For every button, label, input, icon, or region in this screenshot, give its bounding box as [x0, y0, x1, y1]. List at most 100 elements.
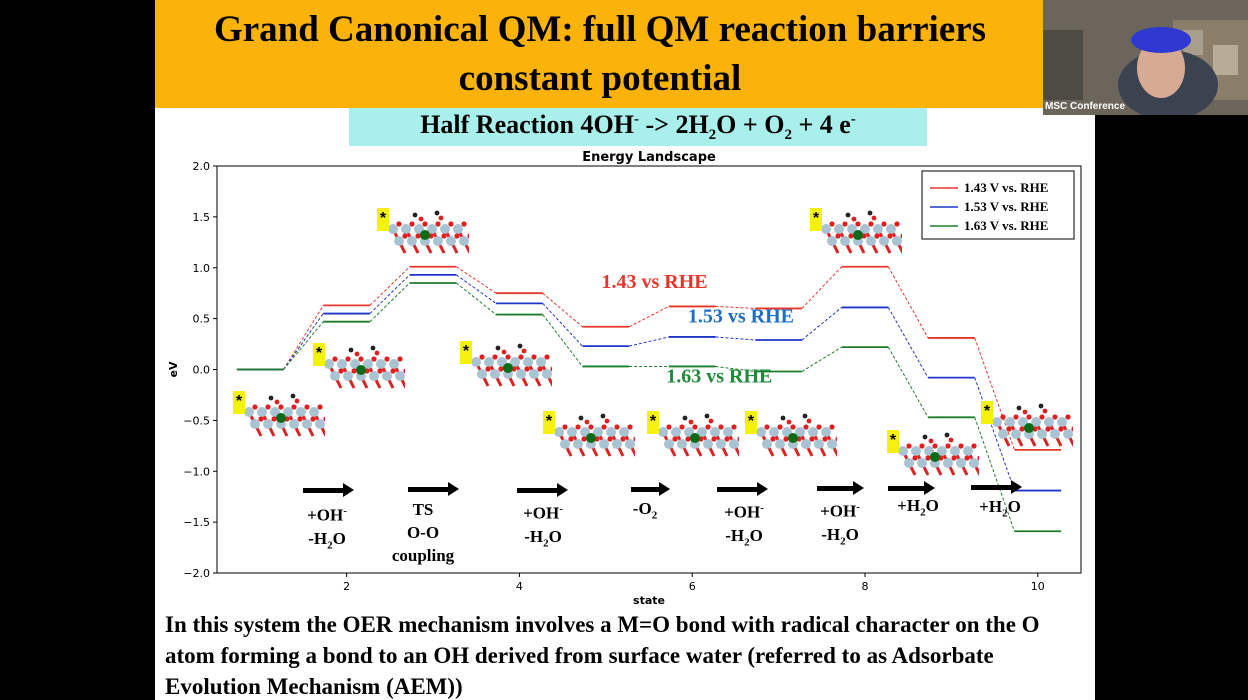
adsorption-site-marker: * — [647, 411, 659, 434]
reaction-step-arrow — [971, 480, 1022, 494]
eq-sub: 2 — [784, 127, 792, 144]
reaction-step-arrow — [631, 482, 670, 496]
energy-connector — [456, 274, 497, 304]
energy-connector — [628, 305, 670, 328]
reaction-step-label: TS O-O coupling — [391, 500, 455, 565]
adsorption-site-marker: * — [233, 391, 245, 414]
energy-connector — [369, 274, 411, 314]
energy-connector — [715, 305, 756, 309]
reaction-step-label: +OH- -H2O — [820, 501, 860, 548]
energy-connector — [887, 346, 929, 418]
legend-box — [921, 170, 1075, 240]
eq-part: -> 2H — [638, 110, 709, 139]
energy-connector — [887, 307, 929, 378]
surface-structure-image: * — [377, 205, 473, 263]
half-reaction-box: Half Reaction 4OH- -> 2H2O + O2 + 4 e- — [349, 108, 927, 146]
presenter-video-thumbnail: MSC Conference — [1043, 0, 1248, 115]
surface-structure-image: * — [233, 388, 329, 446]
series-annotation: 1.43 vs RHE — [601, 271, 707, 293]
eq-sub: 2 — [708, 127, 717, 144]
energy-connector — [715, 336, 756, 341]
presenter-avatar — [1043, 0, 1248, 115]
energy-connector — [887, 266, 929, 339]
energy-connector — [283, 313, 324, 370]
surface-structure-image: * — [313, 340, 409, 398]
x-tick-label: 6 — [689, 580, 696, 593]
series-annotation: 1.53 vs RHE — [688, 306, 794, 328]
energy-connector — [456, 282, 497, 315]
energy-connector — [629, 336, 669, 347]
video-label: MSC Conference — [1045, 101, 1126, 112]
reaction-step-label: +OH- -H2O — [523, 503, 563, 550]
energy-connector — [542, 292, 583, 328]
slide-title-line-2: constant potential — [458, 58, 742, 99]
reaction-step-arrow — [303, 483, 354, 497]
x-tick-label: 8 — [862, 580, 869, 593]
adsorption-site-marker: * — [460, 341, 472, 364]
energy-connector — [715, 365, 756, 373]
surface-structure-image: * — [647, 408, 743, 466]
legend-entry: 1.53 V vs. RHE — [964, 199, 1048, 214]
series-annotation: 1.63 vs RHE — [666, 366, 772, 388]
reaction-step-label: +H2O — [979, 497, 1021, 520]
adsorption-site-marker: * — [377, 208, 389, 231]
adsorption-site-marker: * — [313, 343, 325, 366]
y-tick-label: −0.5 — [183, 414, 210, 427]
y-tick-label: 1.5 — [193, 211, 211, 224]
y-tick-label: −2.0 — [183, 567, 210, 580]
eq-sup: - — [850, 111, 856, 128]
title-banner: Grand Canonical QM: full QM reaction bar… — [155, 0, 1045, 108]
energy-connector — [801, 346, 842, 372]
adsorption-site-marker: * — [745, 411, 757, 434]
x-tick-label: 10 — [1031, 580, 1045, 593]
energy-connector — [456, 266, 497, 294]
adsorption-site-marker: * — [543, 411, 555, 434]
slide: Grand Canonical QM: full QM reaction bar… — [155, 0, 1095, 700]
energy-connector — [542, 314, 583, 367]
surface-structure-image: * — [887, 427, 983, 485]
eq-sup: - — [633, 111, 639, 128]
surface-structure-image: * — [745, 408, 841, 466]
y-axis-label: eV — [167, 361, 180, 377]
reaction-step-label: +OH- -H2O — [307, 505, 347, 552]
surface-structure-image: * — [543, 408, 639, 466]
chart-title: Energy Landscape — [582, 150, 716, 165]
surface-structure-image: * — [810, 205, 906, 263]
reaction-step-arrow — [717, 482, 768, 496]
energy-connector — [283, 305, 324, 370]
y-tick-label: 0.0 — [193, 364, 211, 377]
x-axis-label: state — [633, 594, 665, 607]
half-reaction-equation: Half Reaction 4OH- -> 2H2O + O2 + 4 e- — [349, 110, 927, 144]
reaction-step-arrow — [817, 481, 864, 495]
reaction-step-label: +OH- -H2O — [724, 502, 764, 549]
x-tick-label: 2 — [343, 580, 350, 593]
reaction-step-label: +H2O — [897, 496, 939, 519]
x-tick-label: 4 — [516, 580, 523, 593]
energy-connector — [283, 321, 324, 370]
y-tick-label: 2.0 — [193, 160, 211, 173]
explanation-text: In this system the OER mechanism involve… — [165, 612, 1040, 699]
surface-structure-image: * — [460, 338, 556, 396]
energy-connector — [801, 307, 842, 341]
surface-structure-image: * — [981, 398, 1077, 456]
y-tick-label: −1.0 — [183, 465, 210, 478]
y-tick-label: 0.5 — [193, 313, 211, 326]
adsorption-site-marker: * — [810, 208, 822, 231]
slide-title-line-1: Grand Canonical QM: full QM reaction bar… — [213, 9, 987, 50]
energy-connector — [369, 266, 411, 306]
reaction-step-arrow — [408, 482, 459, 496]
reaction-step-arrow — [888, 481, 935, 495]
reaction-step-label: -O2 — [632, 499, 658, 522]
energy-landscape-chart: Energy Landscape −2.0 −1.5 −1.0 −0.5 0.0 0.5 1.… — [167, 150, 1082, 607]
adsorption-site-marker: * — [981, 401, 993, 424]
eq-part: Half Reaction 4OH — [420, 110, 634, 139]
energy-connector — [974, 417, 1015, 532]
eq-part: + 4 e — [791, 110, 851, 139]
energy-connector — [369, 282, 411, 323]
y-tick-label: 1.0 — [193, 262, 211, 275]
reaction-step-arrow — [517, 483, 568, 497]
eq-part: O + O — [716, 110, 785, 139]
y-tick-label: −1.5 — [183, 516, 210, 529]
adsorption-site-marker: * — [887, 430, 899, 453]
legend-entry: 1.63 V vs. RHE — [964, 218, 1048, 233]
